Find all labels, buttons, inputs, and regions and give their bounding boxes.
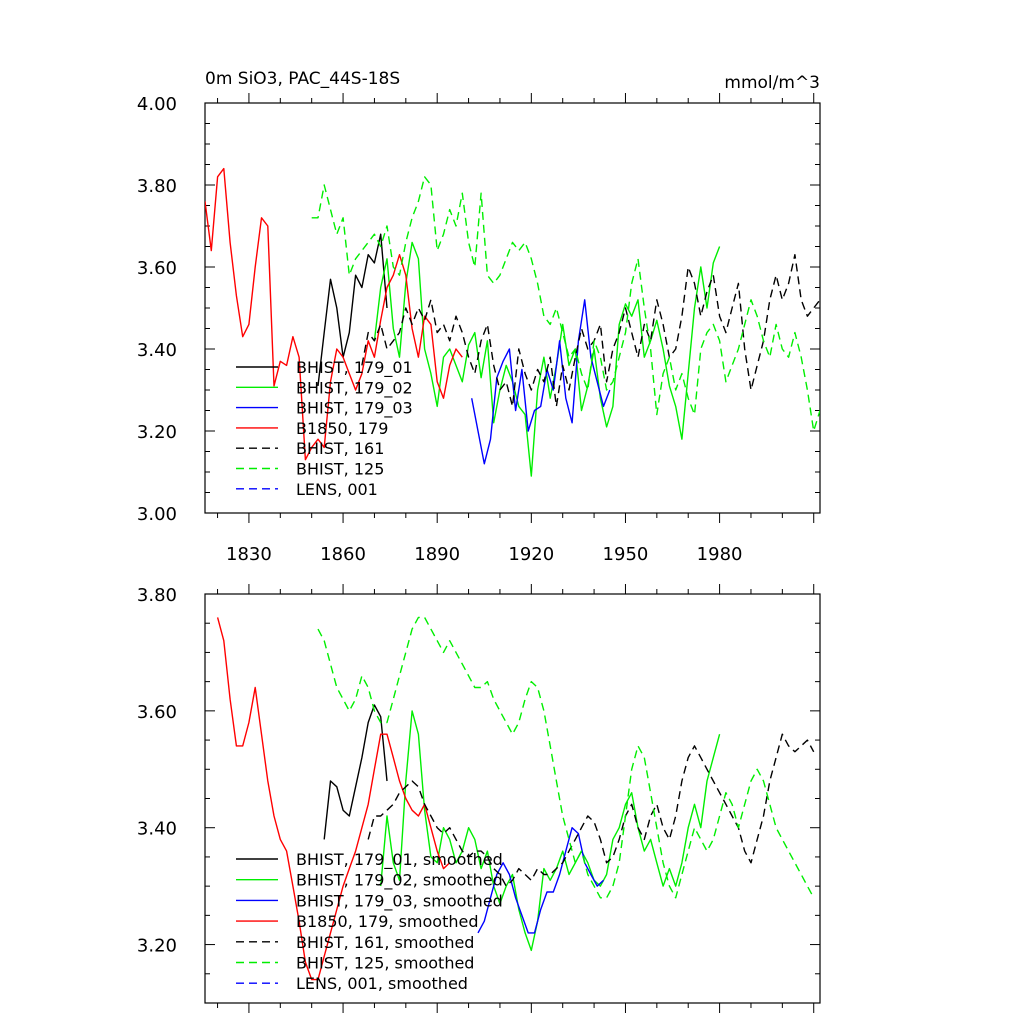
x-tick-label: 1950 [603, 544, 649, 565]
legend-label: B1850, 179, smoothed [296, 912, 479, 931]
legend-label: BHIST, 125 [296, 460, 384, 479]
series-line-1 [317, 233, 388, 386]
y-tick-label: 3.60 [137, 258, 177, 279]
x-tick-label: 1980 [697, 544, 743, 565]
y-tick-label: 3.40 [137, 819, 177, 840]
legend-label: BHIST, 161 [296, 439, 384, 458]
series-line-2 [373, 241, 721, 477]
x-tick-label: 1860 [320, 544, 366, 565]
legend-label: LENS, 001, smoothed [296, 974, 468, 993]
units-label: mmol/m^3 [724, 73, 820, 93]
x-tick-label: 1920 [508, 544, 554, 565]
legend-label: BHIST, 179_03 [296, 399, 413, 419]
y-tick-label: 3.80 [137, 176, 177, 197]
series-line-4 [216, 617, 451, 981]
x-tick-label: 1890 [414, 544, 460, 565]
legend-label: BHIST, 179_02 [296, 378, 413, 398]
series-line-4 [205, 167, 463, 461]
series-line-5 [367, 733, 815, 887]
y-tick-label: 3.20 [137, 936, 177, 957]
chart-title: 0m SiO3, PAC_44S-18S [205, 69, 400, 89]
y-tick-label: 4.00 [137, 94, 177, 115]
series-line-3 [477, 827, 604, 934]
series-line-6 [311, 176, 820, 432]
series-line-6 [317, 616, 815, 899]
legend-label: BHIST, 179_01 [296, 358, 413, 378]
series-line-1 [323, 704, 388, 840]
chart-panel-1: 3.00 3.20 3.40 3.60 3.80 4.00 1830 1860 1890 1920… [137, 69, 821, 565]
series-line-2 [380, 710, 721, 952]
x-tick-label: 1830 [226, 544, 272, 565]
legend-label: LENS, 001 [296, 480, 378, 499]
series-line-5 [361, 253, 820, 408]
legend-label: BHIST, 161, smoothed [296, 933, 474, 952]
legend-label: B1850, 179 [296, 419, 388, 438]
y-tick-label: 3.00 [137, 504, 177, 525]
legend-label: BHIST, 179_02, smoothed [296, 871, 503, 891]
y-tick-label: 3.80 [137, 585, 177, 606]
legend-label: BHIST, 179_03, smoothed [296, 891, 503, 911]
y-tick-label: 3.60 [137, 702, 177, 723]
legend-label: BHIST, 179_01, smoothed [296, 850, 503, 870]
y-tick-label: 3.40 [137, 340, 177, 361]
legend-label: BHIST, 125, smoothed [296, 954, 474, 973]
series-line-3 [471, 299, 611, 465]
y-tick-label: 3.20 [137, 422, 177, 443]
